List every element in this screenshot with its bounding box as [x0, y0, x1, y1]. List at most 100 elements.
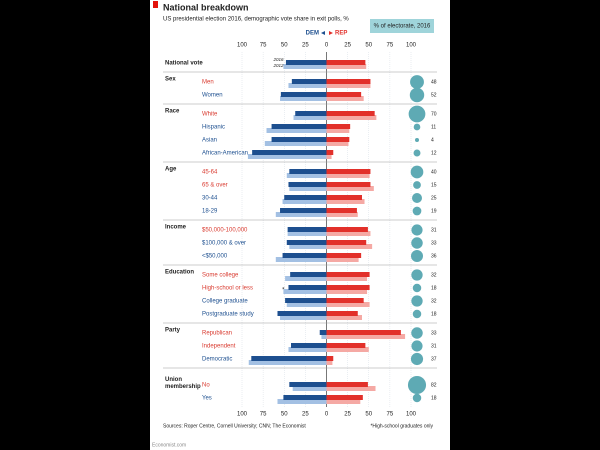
electorate-label: 32 [431, 298, 437, 304]
electorate-label: 48 [431, 79, 437, 85]
bar-dem-2016 [284, 195, 327, 200]
row-label: <$50,000 [202, 254, 228, 260]
bar-rep-2012 [326, 64, 367, 69]
bar-dem-2016 [271, 124, 327, 129]
electorate-label: 37 [431, 356, 437, 362]
bar-dem-2012 [293, 115, 327, 120]
bar-rep-2016 [326, 79, 371, 84]
bar-dem-2012 [247, 154, 327, 159]
bar-rep-2012 [326, 257, 359, 262]
bar-dem-2016 [289, 382, 327, 387]
row-label: Yes [202, 396, 212, 402]
electorate-label: 31 [431, 227, 437, 233]
bar-rep-2016 [326, 356, 334, 361]
bar-dem-2016 [251, 356, 327, 361]
x-tick-label: 75 [387, 43, 394, 49]
group-header: Party [165, 328, 181, 334]
bar-rep-2012 [326, 386, 376, 391]
x-tick-label: 25 [344, 412, 351, 418]
bar-dem-2016 [285, 60, 327, 65]
row-label: Independent [202, 344, 236, 350]
row-label: Republican [202, 331, 232, 337]
electorate-bubble [413, 181, 421, 189]
bar-dem-2012 [289, 186, 327, 191]
bar-rep-2012 [326, 141, 349, 146]
bar-dem-2016 [287, 227, 327, 232]
electorate-bubble [412, 309, 422, 319]
bar-rep-2012 [326, 399, 361, 404]
bar-rep-2016 [326, 150, 334, 155]
bar-rep-2012 [326, 231, 371, 236]
row-label: 30-44 [202, 196, 218, 202]
series-label: 2016 [272, 57, 284, 62]
bar-rep-2016 [326, 60, 366, 65]
bar-dem-2016 [282, 253, 327, 258]
bar-rep-2016 [326, 169, 371, 174]
x-tick-label: 0 [325, 43, 329, 49]
bar-dem-2012 [289, 244, 327, 249]
electorate-bubble [412, 193, 422, 203]
row-label: 45-64 [202, 170, 218, 176]
group-header-line: membership [165, 384, 201, 390]
x-tick-label: 25 [302, 412, 309, 418]
bar-rep-2016 [326, 285, 370, 290]
subtitle: US presidential election 2016, demograph… [163, 17, 349, 23]
electorate-label: 31 [431, 343, 437, 349]
bar-rep-2012 [326, 83, 371, 88]
electorate-label: 25 [431, 195, 437, 201]
legend-arrow [321, 31, 325, 35]
bar-rep-2012 [326, 186, 374, 191]
bar-rep-2016 [326, 240, 367, 245]
bar-dem-2016 [280, 92, 327, 97]
electorate-bubble [410, 75, 424, 89]
electorate-label: 40 [431, 169, 437, 175]
bar-rep-2016 [326, 195, 362, 200]
row-label: Hispanic [202, 125, 225, 131]
electorate-bubble [412, 206, 422, 216]
x-tick-label: 100 [237, 412, 248, 418]
bar-rep-2012 [326, 212, 358, 217]
bar-dem-2012 [275, 257, 327, 262]
x-tick-label: 50 [365, 412, 372, 418]
row-label: Democratic [202, 357, 232, 363]
bar-dem-2016 [277, 311, 327, 316]
electorate-bubble [415, 138, 419, 142]
electorate-label: 19 [431, 208, 437, 214]
bar-rep-2016 [326, 382, 368, 387]
bar-rep-2012 [326, 128, 350, 133]
x-tick-label: 100 [237, 43, 248, 49]
bar-rep-2012 [326, 334, 406, 339]
electorate-label: 36 [431, 253, 437, 259]
electorate-label: 18 [431, 395, 437, 401]
row-label: White [202, 112, 218, 118]
x-tick-label: 25 [344, 43, 351, 49]
electorate-bubble [411, 250, 423, 262]
bar-rep-2012 [326, 302, 370, 307]
bar-rep-2016 [326, 111, 375, 116]
electorate-label: 33 [431, 240, 437, 246]
bar-dem-2012 [287, 231, 327, 236]
group-header: Union membership [165, 377, 201, 390]
bar-rep-2016 [326, 330, 401, 335]
bar-dem-2012 [283, 64, 327, 69]
bar-dem-2016 [288, 285, 327, 290]
bar-dem-2016 [252, 150, 327, 155]
source: Sources: Roper Centre, Cornell Universit… [163, 423, 306, 429]
group-header: Race [165, 109, 180, 115]
row-label: $100,000 & over [202, 241, 246, 247]
bar-dem-2012 [277, 399, 327, 404]
bar-dem-2012 [280, 96, 327, 101]
bar-dem-2012 [264, 141, 327, 146]
electorate-label: 18 [431, 285, 437, 291]
bar-dem-2012 [282, 199, 327, 204]
electorate-label: 18 [431, 311, 437, 317]
bar-rep-2012 [326, 199, 365, 204]
footnote: *High-school graduates only [370, 423, 433, 429]
electorate-bubble [411, 327, 423, 339]
bar-dem-2016 [289, 169, 327, 174]
x-tick-label: 50 [281, 412, 288, 418]
group-header-line: Union [165, 377, 182, 383]
row-label: High-school or less [202, 286, 253, 292]
bar-rep-2016 [326, 182, 371, 187]
electorate-label: 52 [431, 92, 437, 98]
